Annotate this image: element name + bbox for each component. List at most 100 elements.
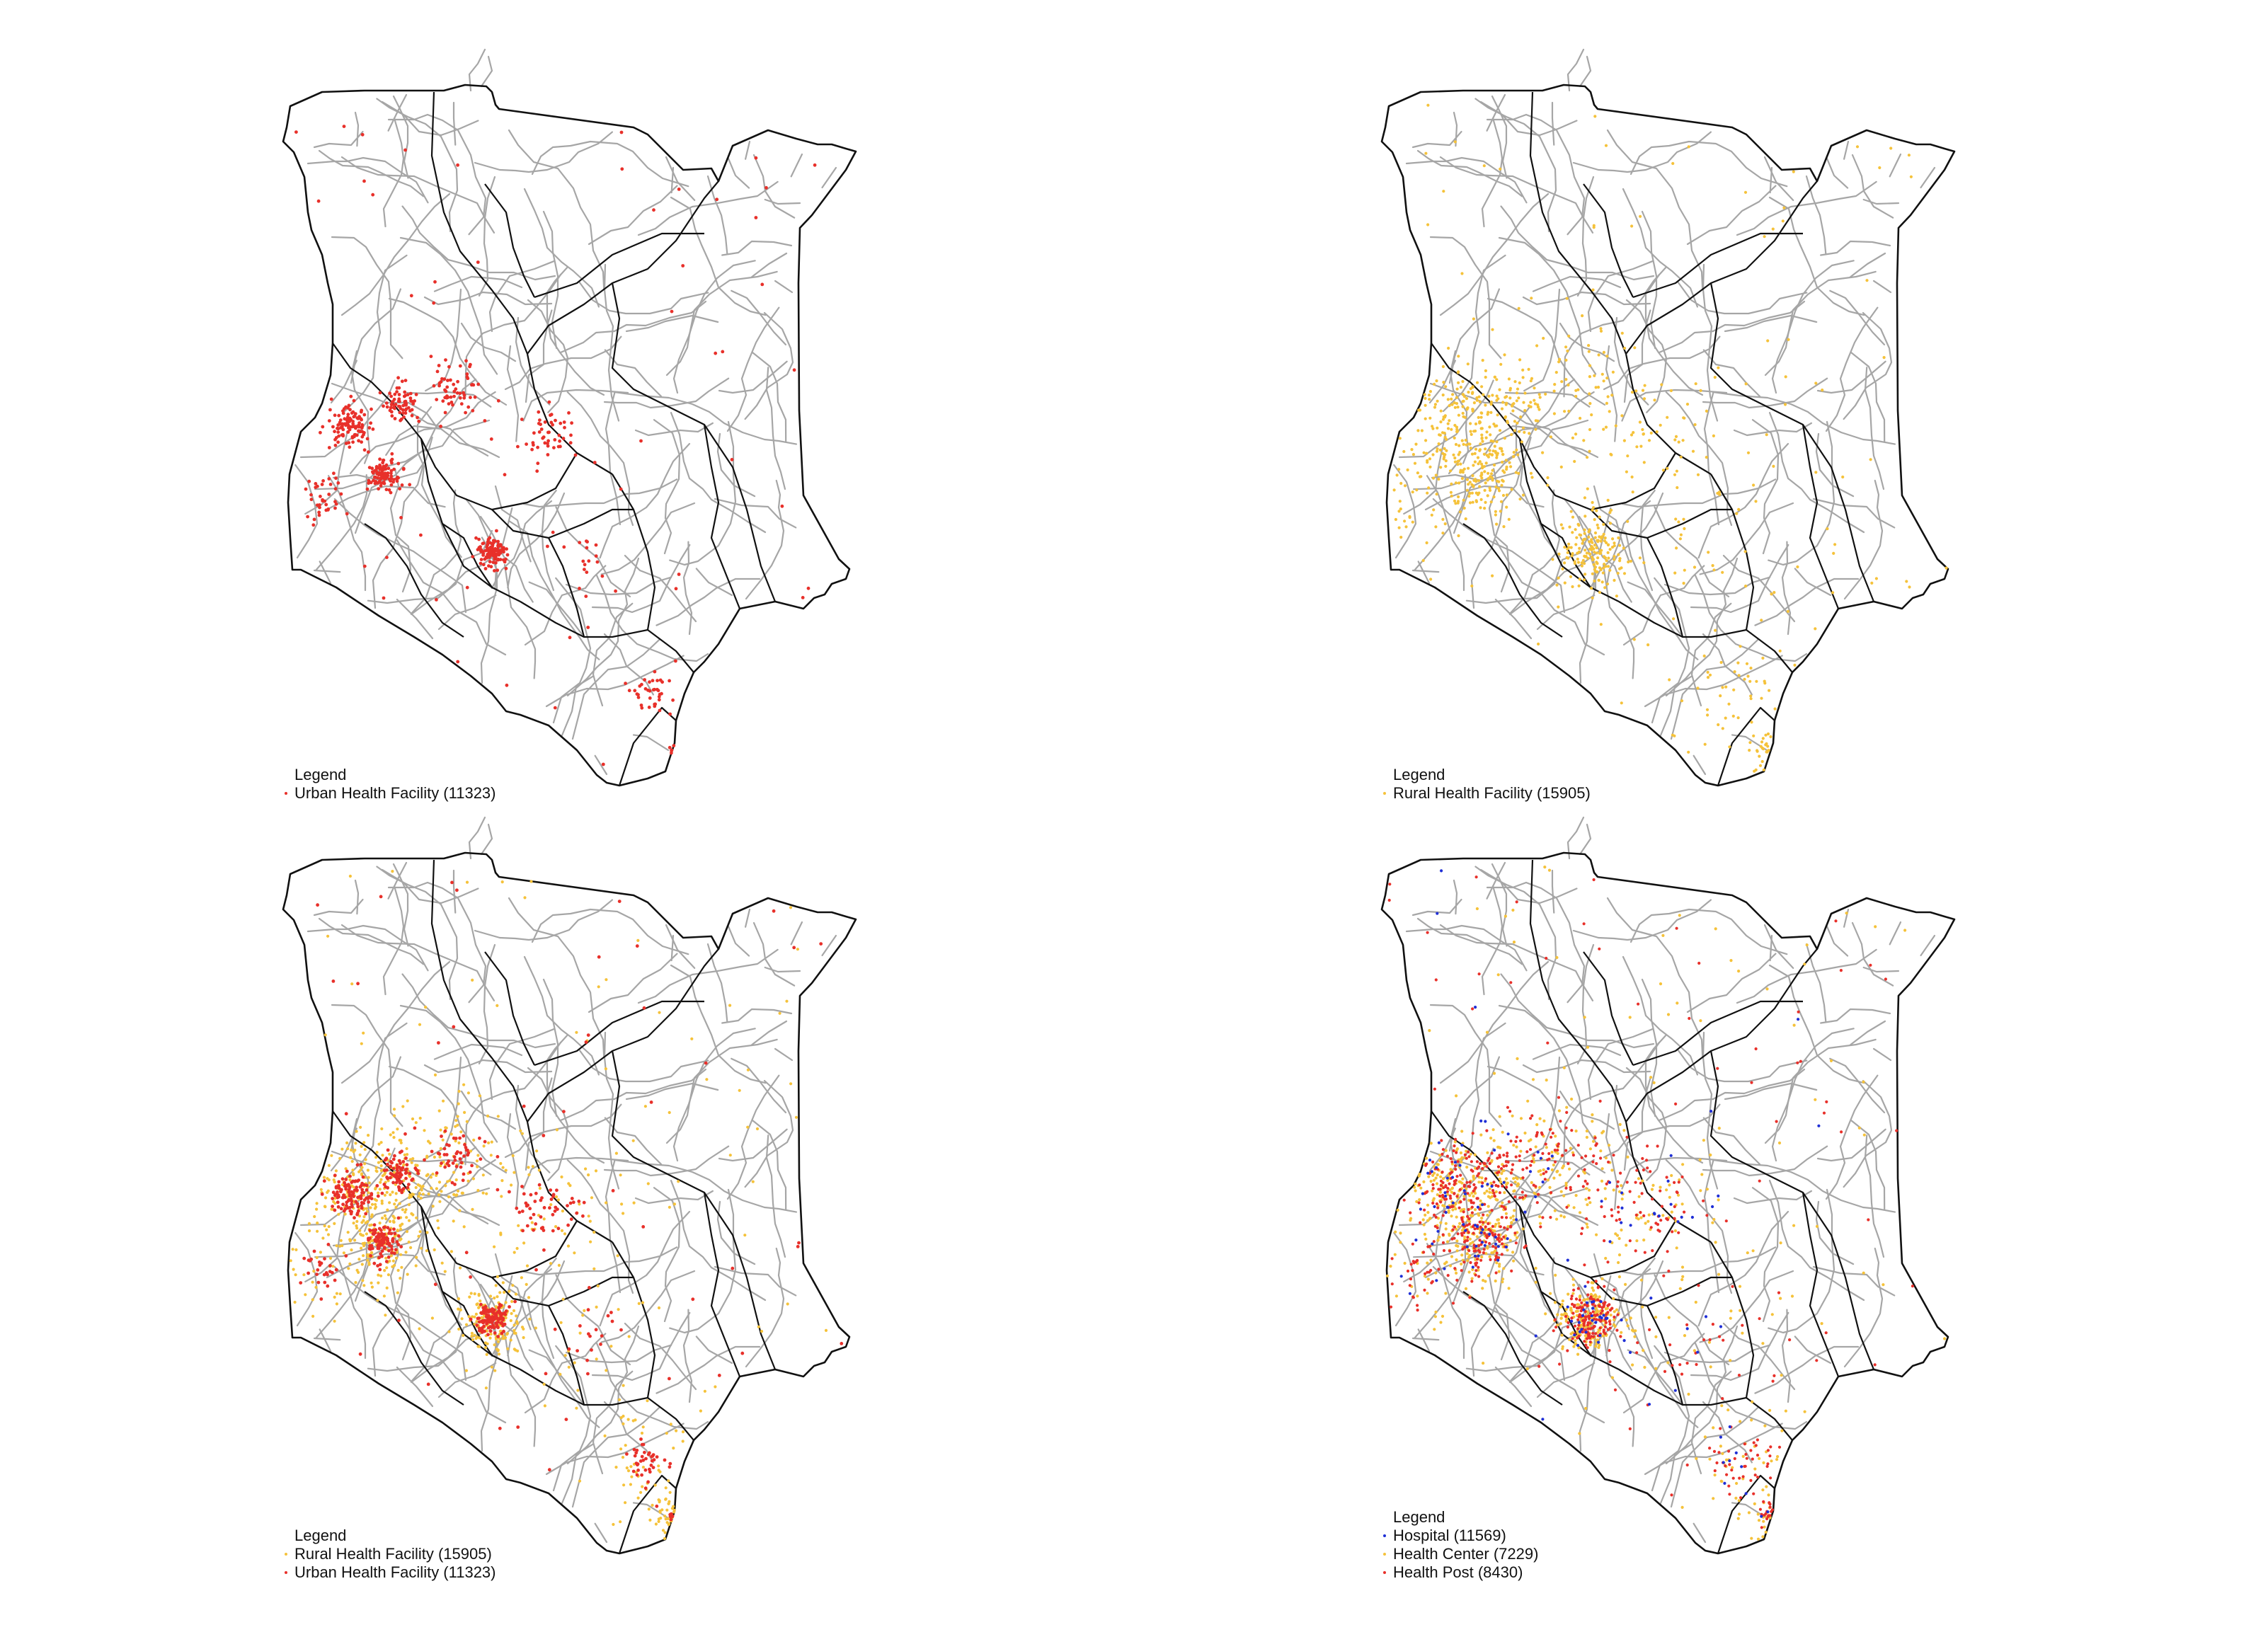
facility-point	[584, 594, 588, 598]
facility-point	[546, 442, 549, 445]
road	[821, 166, 837, 189]
facility-point	[1489, 400, 1493, 404]
facility-point	[1733, 670, 1736, 674]
facility-point	[321, 499, 325, 503]
facility-point	[794, 1115, 798, 1119]
facility-point	[455, 391, 459, 395]
facility-point	[487, 1141, 491, 1144]
road	[600, 1270, 696, 1343]
facility-point	[431, 1172, 435, 1176]
facility-point	[1610, 1376, 1614, 1379]
facility-point	[360, 1144, 363, 1148]
facility-point	[1600, 372, 1604, 376]
facility-point	[1441, 393, 1445, 397]
road	[744, 1079, 794, 1188]
facility-point	[1471, 1132, 1474, 1135]
admin-boundary	[491, 508, 634, 539]
facility-point	[467, 1315, 471, 1318]
road	[1751, 1187, 1780, 1323]
facility-point	[430, 1186, 433, 1190]
facility-point	[1548, 1185, 1552, 1189]
facility-point	[1590, 556, 1594, 559]
facility-point	[370, 1251, 374, 1255]
facility-point	[532, 1212, 536, 1217]
road	[480, 823, 493, 856]
facility-point	[362, 1219, 365, 1222]
facility-point	[1596, 540, 1600, 544]
facility-point	[1542, 1168, 1545, 1171]
facility-point	[398, 487, 402, 490]
road	[304, 1200, 348, 1283]
facility-point	[1488, 1255, 1491, 1258]
facility-point	[1457, 481, 1461, 485]
admin-boundary	[1540, 1291, 1591, 1356]
road	[1768, 412, 1865, 534]
facility-point	[462, 1134, 466, 1138]
facility-point	[1537, 393, 1541, 396]
facility-point	[1470, 483, 1474, 486]
facility-point	[568, 1184, 572, 1188]
facility-point	[351, 1179, 355, 1183]
facility-point	[1411, 1260, 1415, 1263]
facility-point	[1617, 1253, 1622, 1257]
road	[1486, 881, 1586, 1004]
facility-point	[663, 1531, 667, 1534]
facility-point	[1760, 740, 1764, 744]
facility-point	[1576, 1303, 1579, 1306]
facility-point	[537, 430, 542, 434]
legend-item-rural: Rural Health Facility (15905)	[1380, 784, 1591, 803]
facility-point	[512, 1171, 516, 1174]
road	[1697, 442, 1789, 559]
facility-point	[399, 1237, 403, 1241]
facility-point	[1569, 1332, 1573, 1335]
facility-point	[1605, 582, 1610, 586]
facility-point	[315, 1207, 319, 1211]
road	[349, 391, 496, 475]
facility-point	[421, 1193, 425, 1196]
facility-point	[1399, 536, 1403, 539]
facility-point	[1492, 1071, 1496, 1075]
facility-point	[1455, 1227, 1458, 1231]
facility-point	[1491, 469, 1494, 472]
facility-point	[477, 1328, 481, 1333]
facility-point	[333, 487, 338, 491]
facility-point	[502, 546, 505, 550]
facility-point	[323, 1280, 327, 1285]
facility-point	[1597, 578, 1600, 582]
facility-point	[1829, 1059, 1833, 1062]
road	[1481, 117, 1504, 228]
facility-point	[1438, 433, 1441, 437]
facility-point	[458, 1157, 462, 1161]
facility-point	[444, 358, 447, 362]
facility-point	[1608, 568, 1612, 572]
road	[1763, 924, 1794, 970]
facility-point	[1708, 1457, 1712, 1461]
facility-point	[433, 1155, 436, 1159]
facility-point	[1721, 727, 1724, 730]
facility-point	[1610, 1168, 1614, 1172]
facility-point	[1566, 1349, 1569, 1352]
facility-point	[668, 1465, 672, 1469]
facility-point	[1431, 427, 1435, 430]
facility-point	[1465, 488, 1469, 492]
facility-point	[1578, 1295, 1581, 1299]
admin-boundary	[364, 1291, 464, 1406]
facility-point	[1506, 1225, 1510, 1229]
facility-point	[1631, 490, 1634, 494]
facility-point	[344, 1254, 348, 1258]
road	[726, 1074, 780, 1200]
facility-point	[389, 1193, 392, 1197]
facility-point	[452, 1155, 457, 1159]
road	[1448, 1056, 1500, 1152]
facility-point	[824, 1328, 828, 1332]
admin-boundary	[611, 1050, 777, 1370]
facility-point	[1485, 454, 1489, 457]
facility-point	[1424, 417, 1427, 420]
facility-point	[1569, 510, 1573, 513]
road	[1439, 960, 1550, 1084]
country-outline	[282, 84, 857, 787]
facility-point	[386, 466, 391, 471]
facility-point	[655, 687, 659, 691]
facility-point	[1480, 385, 1484, 389]
facility-point	[1431, 1201, 1435, 1205]
